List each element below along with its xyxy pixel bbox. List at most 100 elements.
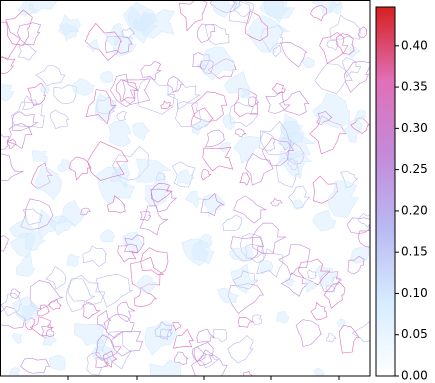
- colorbar-tick-label: 0.00: [401, 369, 428, 383]
- contour-line: [212, 328, 228, 343]
- contour-line: [284, 277, 296, 287]
- contour-line: [326, 40, 339, 51]
- contour-line: [191, 349, 228, 376]
- contour-line: [37, 304, 51, 317]
- contour-line: [136, 275, 157, 293]
- contour-line: [313, 367, 326, 376]
- contour-line: [149, 359, 182, 376]
- contour-line: [211, 0, 235, 19]
- contour-line: [175, 101, 202, 128]
- colorbar-tick-label: 0.30: [401, 121, 428, 135]
- contour-line: [222, 114, 236, 131]
- contour-line: [185, 190, 203, 209]
- contour-line: [87, 141, 129, 181]
- contour-line: [22, 95, 38, 110]
- contour-line: [293, 199, 304, 210]
- contour-line: [329, 14, 361, 40]
- contour-line: [259, 120, 292, 156]
- contour-line: [11, 111, 39, 132]
- contour-line: [28, 0, 58, 14]
- contour-line: [239, 172, 251, 186]
- contour-line: [245, 153, 274, 186]
- contour-line: [201, 46, 235, 81]
- contour-line: [40, 85, 51, 95]
- contour-line: [350, 117, 370, 134]
- contour-line: [85, 22, 123, 61]
- contour-line: [323, 282, 346, 309]
- contour-line: [228, 246, 254, 263]
- contour-line: [171, 161, 196, 188]
- colorbar-tick-label: 0.10: [401, 286, 428, 300]
- contour-line: [0, 235, 9, 252]
- contour-line: [140, 60, 162, 81]
- contour-line: [191, 346, 206, 362]
- contour-line: [135, 158, 172, 183]
- contour-line: [181, 238, 210, 267]
- contour-line: [139, 9, 175, 39]
- contour-line: [172, 328, 194, 349]
- contour-line: [67, 274, 106, 306]
- contour-line: [232, 135, 262, 164]
- contour-line: [15, 252, 36, 277]
- contour-line: [234, 128, 247, 138]
- contour-line: [7, 139, 17, 150]
- contour-line: [280, 42, 308, 68]
- contour-line: [200, 192, 226, 217]
- contour-line: [217, 287, 240, 304]
- contour-line: [230, 236, 265, 261]
- contour-line: [205, 129, 226, 148]
- contour-line: [271, 82, 286, 95]
- contour-line: [150, 182, 173, 203]
- contour-line: [140, 247, 169, 276]
- colorbar-tick-label: 0.15: [401, 245, 428, 259]
- contour-line: [177, 169, 196, 185]
- contour-line: [29, 280, 64, 310]
- contour-line: [316, 264, 338, 287]
- colorbar: [375, 6, 396, 377]
- contour-line: [261, 137, 295, 166]
- contour-line: [314, 63, 353, 95]
- contour-line: [42, 334, 58, 347]
- contour-line: [251, 222, 286, 255]
- contour-line: [17, 22, 42, 46]
- contour-line: [270, 197, 283, 207]
- contour-line: [86, 38, 100, 52]
- contour-line: [117, 301, 136, 323]
- contour-line: [99, 71, 114, 83]
- contour-line: [80, 207, 91, 216]
- contour-line: [85, 89, 117, 125]
- contour-line: [309, 5, 327, 22]
- contour-line: [110, 330, 143, 357]
- contour-line: [198, 354, 220, 368]
- contour-line: [350, 246, 370, 264]
- contour-line: [310, 302, 328, 321]
- contour-line: [312, 93, 351, 129]
- contour-line: [109, 160, 131, 189]
- contour-line: [104, 36, 133, 54]
- contour-line: [160, 100, 172, 110]
- contour-line: [245, 10, 269, 42]
- contour-line: [107, 195, 126, 214]
- contour-line: [83, 301, 101, 320]
- contour-line: [133, 286, 158, 308]
- contour-line: [316, 110, 333, 126]
- contour-line: [305, 278, 318, 294]
- contour-line: [10, 101, 45, 129]
- contour-line: [41, 323, 55, 338]
- contour-line: [259, 0, 290, 24]
- contour-field: [0, 0, 370, 376]
- contour-line: [12, 296, 40, 325]
- contour-line: [325, 285, 337, 293]
- contour-line: [336, 318, 346, 329]
- contour-line: [35, 65, 66, 87]
- contour-line: [306, 269, 317, 280]
- contour-line: [238, 316, 254, 328]
- contour-line: [335, 33, 355, 55]
- contour-line: [0, 153, 24, 182]
- contour-line: [196, 328, 216, 343]
- contour-line: [121, 27, 136, 39]
- contour-line: [319, 32, 349, 64]
- contour-line: [7, 123, 33, 149]
- contour-line: [288, 185, 311, 209]
